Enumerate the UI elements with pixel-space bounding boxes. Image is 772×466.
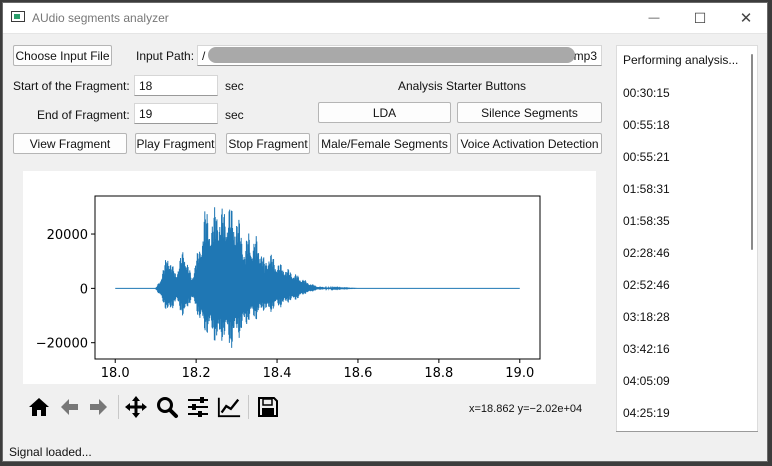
zoom-icon[interactable] bbox=[155, 395, 179, 419]
x-tick-label: 18.6 bbox=[343, 366, 372, 381]
forward-arrow-icon[interactable] bbox=[87, 395, 111, 419]
x-tick-label: 19.0 bbox=[505, 366, 534, 381]
y-tick-label: −20000 bbox=[36, 337, 88, 352]
input-path-start: / bbox=[202, 49, 206, 63]
toolbar-separator bbox=[118, 395, 119, 419]
input-path-label: Input Path: bbox=[136, 49, 195, 63]
window-title: AUdio segments analyzer bbox=[32, 11, 169, 25]
toolbar-separator bbox=[248, 395, 249, 419]
waveform-series bbox=[115, 207, 520, 348]
results-list-item[interactable]: 00:30:15 bbox=[623, 86, 670, 100]
end-fragment-input[interactable]: 19 bbox=[134, 103, 218, 124]
waveform-plot[interactable]: 18.0 18.2 18.4 18.6 18.8 19.0 20000 0 −20000 bbox=[23, 171, 596, 384]
x-axis-ticks: 18.0 18.2 18.4 18.6 18.8 19.0 bbox=[101, 359, 534, 381]
plot-frame bbox=[94, 195, 541, 360]
analysis-heading: Analysis Starter Buttons bbox=[398, 79, 527, 93]
results-scrollbar[interactable] bbox=[751, 54, 753, 250]
pan-icon[interactable] bbox=[124, 395, 148, 419]
end-unit-label: sec bbox=[225, 108, 244, 122]
app-window: AUdio segments analyzer — ☐ ✕ Choose Inp… bbox=[2, 2, 768, 462]
results-list-item[interactable]: 02:28:46 bbox=[623, 246, 670, 260]
results-list-item[interactable]: 04:05:09 bbox=[623, 374, 670, 388]
configure-subplots-icon[interactable] bbox=[186, 395, 210, 419]
results-list-item[interactable]: 03:18:28 bbox=[623, 310, 670, 324]
stop-fragment-button[interactable]: Stop Fragment bbox=[226, 133, 310, 154]
results-header: Performing analysis... bbox=[623, 53, 739, 67]
play-fragment-button[interactable]: Play Fragment bbox=[135, 133, 216, 154]
maximize-button[interactable]: ☐ bbox=[677, 3, 723, 33]
results-list-item[interactable]: 04:25:19 bbox=[623, 406, 670, 420]
y-tick-label: 0 bbox=[80, 282, 88, 297]
end-fragment-label: End of Fragment: bbox=[37, 108, 130, 122]
maximize-icon: ☐ bbox=[693, 9, 707, 26]
app-icon bbox=[11, 11, 25, 22]
voice-activation-detection-button[interactable]: Voice Activation Detection bbox=[457, 133, 602, 154]
cursor-coordinates: x=18.862 y=−2.02e+04 bbox=[469, 403, 583, 415]
start-fragment-input[interactable]: 18 bbox=[134, 75, 218, 96]
start-unit-label: sec bbox=[225, 79, 244, 93]
minimize-button[interactable]: — bbox=[631, 3, 677, 33]
results-list-item[interactable]: 03:42:16 bbox=[623, 342, 670, 356]
results-list-item[interactable]: 01:58:35 bbox=[623, 214, 670, 228]
close-button[interactable]: ✕ bbox=[723, 3, 767, 33]
y-axis-ticks: 20000 0 −20000 bbox=[36, 228, 95, 352]
start-fragment-label: Start of the Fragment: bbox=[13, 79, 130, 93]
x-tick-label: 18.0 bbox=[101, 366, 130, 381]
results-list-item[interactable]: 01:58:31 bbox=[623, 182, 670, 196]
x-tick-label: 18.8 bbox=[424, 366, 453, 381]
results-list-item[interactable]: 02:52:46 bbox=[623, 278, 670, 292]
male-female-segments-button[interactable]: Male/Female Segments bbox=[318, 133, 451, 154]
list-divider bbox=[616, 431, 758, 432]
back-arrow-icon[interactable] bbox=[57, 395, 81, 419]
close-icon: ✕ bbox=[739, 10, 753, 27]
status-message: Signal loaded... bbox=[9, 445, 92, 459]
choose-input-file-button[interactable]: Choose Input File bbox=[13, 45, 112, 66]
results-list-item[interactable]: 00:55:18 bbox=[623, 118, 670, 132]
save-icon[interactable] bbox=[256, 395, 280, 419]
home-icon[interactable] bbox=[27, 395, 51, 419]
results-list[interactable]: Performing analysis... 00:30:15 00:55:18 0… bbox=[616, 45, 758, 432]
x-tick-label: 18.4 bbox=[263, 366, 292, 381]
view-fragment-button[interactable]: View Fragment bbox=[13, 133, 127, 154]
redaction-mark bbox=[208, 47, 575, 63]
input-path-extension: .mp3 bbox=[570, 49, 597, 63]
x-tick-label: 18.2 bbox=[182, 366, 211, 381]
lda-button[interactable]: LDA bbox=[318, 102, 451, 123]
edit-axis-icon[interactable] bbox=[217, 395, 241, 419]
results-list-item[interactable]: 00:55:21 bbox=[623, 150, 670, 164]
waveform-chart: 18.0 18.2 18.4 18.6 18.8 19.0 20000 0 −20000 bbox=[36, 195, 541, 381]
y-tick-label: 20000 bbox=[47, 228, 88, 243]
minimize-icon: — bbox=[648, 12, 660, 24]
title-bar: AUdio segments analyzer — ☐ ✕ bbox=[3, 3, 767, 34]
silence-segments-button[interactable]: Silence Segments bbox=[457, 102, 602, 123]
